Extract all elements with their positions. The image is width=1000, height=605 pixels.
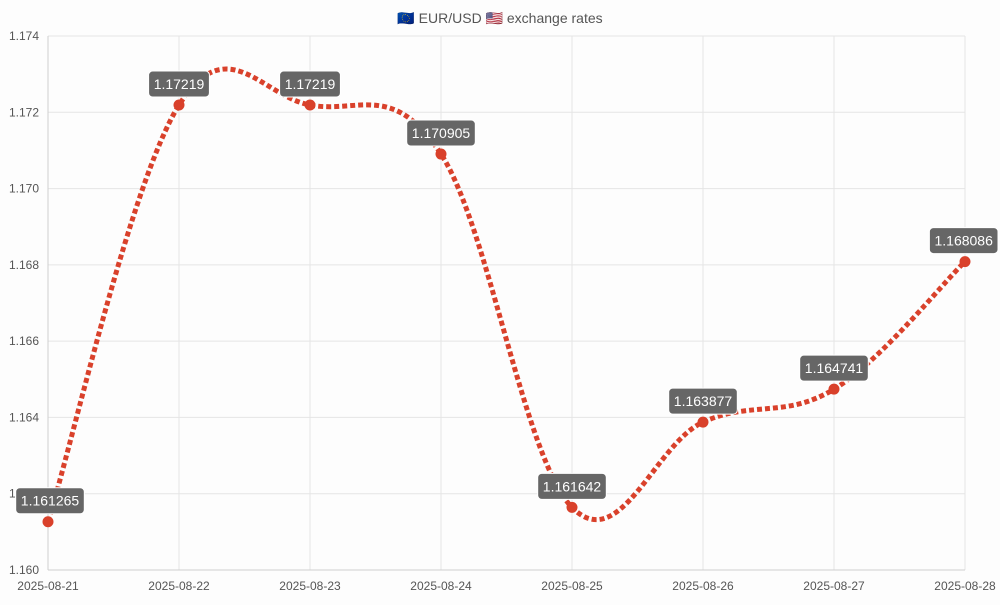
y-tick-label: 1.170 [9,182,39,196]
data-label-box [668,387,738,415]
data-label: 1.161642 [537,472,607,500]
data-point [304,99,316,111]
data-label: 1.163877 [668,387,738,415]
y-tick-label: 1.164 [9,410,39,424]
data-label: 1.164741 [799,354,869,382]
y-tick-label: 1.166 [9,334,39,348]
x-tick-label: 2025-08-28 [934,579,996,593]
data-point [42,516,54,528]
series-layer [45,66,967,523]
x-tick-label: 2025-08-23 [279,579,341,593]
data-label: 1.170905 [406,119,476,147]
data-label-box [928,227,999,255]
data-label-box [279,70,341,98]
data-label: 1.17219 [279,70,341,98]
x-tick-label: 2025-08-27 [803,579,865,593]
data-label-text: 1.17219 [154,76,205,92]
x-tick-label: 2025-08-24 [410,579,472,593]
data-label-box [537,472,607,500]
data-label-text: 1.161265 [21,493,80,509]
y-tick-label: 1.174 [9,29,39,43]
y-tick-label: 1.168 [9,258,39,272]
y-tick-label: 1.160 [9,563,39,577]
x-tick-label: 2025-08-21 [17,579,79,593]
data-label: 1.17219 [148,70,210,98]
data-points [42,99,971,528]
chart-title: 🇪🇺 EUR/USD 🇺🇸 exchange rates [397,10,602,26]
data-label-text: 1.168086 [934,233,993,249]
data-label-text: 1.164741 [805,360,864,376]
data-label-text: 1.170905 [412,125,471,141]
x-tick-label: 2025-08-26 [672,579,734,593]
data-label-box [15,487,85,515]
data-label-text: 1.161642 [543,478,602,494]
data-label: 1.168086 [928,227,999,255]
exchange-rate-line [45,66,967,523]
data-label: 1.161265 [15,487,85,515]
data-label-box [799,354,869,382]
data-label-text: 1.17219 [285,76,336,92]
data-label-text: 1.163877 [674,393,733,409]
data-label-box [148,70,210,98]
axes: 1.1601.1621.1641.1661.1681.1701.1721.174… [9,29,996,593]
data-point [435,148,447,160]
data-point [566,501,578,513]
data-point [173,99,185,111]
grid-lines [47,35,966,571]
data-point [959,256,971,268]
data-point [697,416,709,428]
data-label-box [406,119,476,147]
x-tick-label: 2025-08-22 [148,579,210,593]
data-point [828,383,840,395]
y-tick-label: 1.172 [9,105,39,119]
x-tick-label: 2025-08-25 [541,579,603,593]
data-labels: 1.161265 1.17219 1.17219 1.170905 1.161642 1.… [15,70,999,515]
